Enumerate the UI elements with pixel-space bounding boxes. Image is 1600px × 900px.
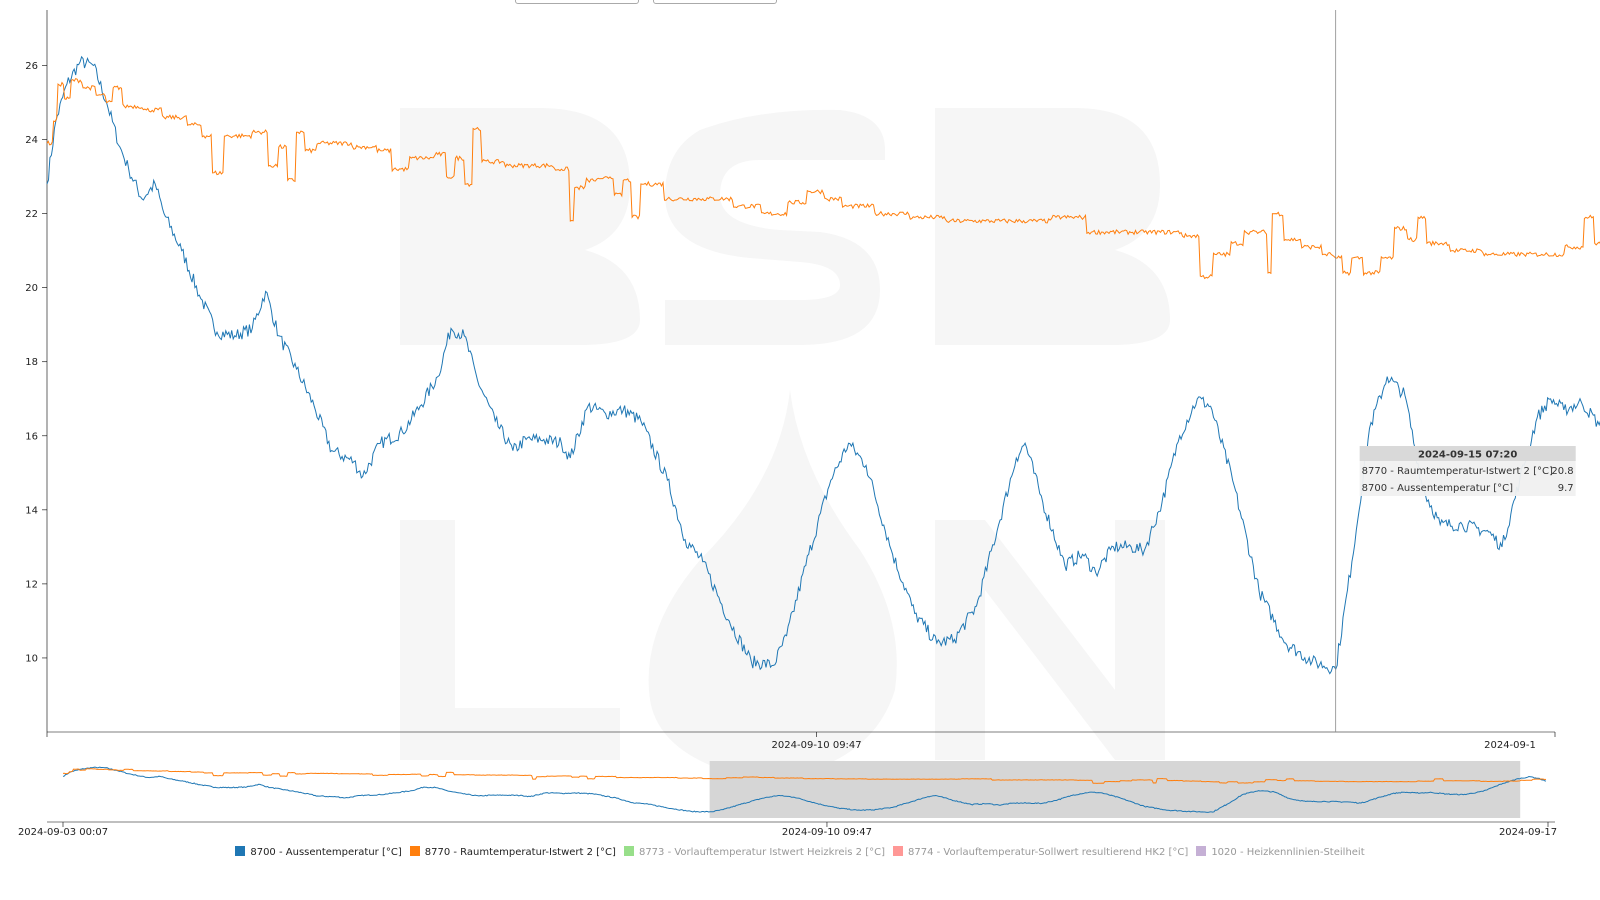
context-x-tick-label: 2024-09-03 00:07 [18,827,108,838]
toolbar-button-2[interactable] [653,0,777,4]
x-tick-label: 2024-09-10 09:47 [772,740,862,751]
legend-swatch [235,846,246,856]
y-tick-label: 14 [25,505,38,516]
tooltip: 2024-09-15 07:20 8770 - Raumtemperatur-Is… [1359,446,1576,496]
toolbar-button-1[interactable] [515,0,639,4]
brush-selection[interactable] [709,761,1521,818]
context-navigator[interactable]: 2024-09-03 00:07 2024-09-10 09:47 2024-09-… [18,761,1557,838]
legend-label: 8774 - Vorlauftemperatur-Sollwert result… [908,847,1189,858]
context-x-tick-label: 2024-09-10 09:47 [782,827,872,838]
context-series-line-1 [62,766,1547,813]
legend-item-5[interactable]: 1020 - Heizkennlinien-Steilheit [1196,846,1365,858]
tooltip-header [1359,446,1576,461]
legend-swatch [893,846,904,856]
legend-item-4[interactable]: 8774 - Vorlauftemperatur-Sollwert result… [893,846,1188,858]
legend-swatch [409,846,420,856]
legend-swatch [623,846,634,856]
main-plot[interactable] [46,55,1600,675]
tooltip-row-value: 20.8 [1551,466,1573,477]
y-tick-label: 16 [25,431,38,442]
y-tick-label: 22 [25,209,38,220]
y-tick-label: 10 [25,653,38,664]
y-tick-label: 26 [25,61,38,72]
x-tick-label: 2024-09-1 [1484,740,1536,751]
bsb-lan-watermark [400,108,1170,780]
legend-item-1[interactable]: 8700 - Aussentemperatur [°C] [235,846,402,858]
tooltip-row-label: 8770 - Raumtemperatur-Istwert 2 [°C] [1362,466,1553,477]
legend-swatch [1196,846,1207,856]
legend-label: 1020 - Heizkennlinien-Steilheit [1211,847,1365,858]
legend-item-2[interactable]: 8770 - Raumtemperatur-Istwert 2 [°C] [409,846,616,858]
tooltip-row-label: 8700 - Aussentemperatur [°C] [1362,483,1513,494]
tooltip-title: 2024-09-15 07:20 [1418,450,1517,461]
axes: 10 12 14 16 18 20 22 24 26 2024-09-10 09:47 2024-0… [25,10,1556,751]
y-tick-label: 18 [25,357,38,368]
y-tick-label: 12 [25,579,38,590]
legend-label: 8700 - Aussentemperatur [°C] [250,847,402,858]
series-line-1[interactable] [46,55,1600,675]
tooltip-row-value: 9.7 [1558,483,1574,494]
legend-item-3[interactable]: 8773 - Vorlauftemperatur Istwert Heizkre… [623,846,886,858]
y-tick-label: 24 [25,135,38,146]
y-tick-label: 20 [25,283,38,294]
series-line-2[interactable] [46,77,1600,280]
context-series-line-2 [62,768,1547,784]
legend: 8700 - Aussentemperatur [°C] 8770 - Raumt… [0,846,1600,858]
legend-label: 8770 - Raumtemperatur-Istwert 2 [°C] [424,847,616,858]
legend-label: 8773 - Vorlauftemperatur Istwert Heizkre… [638,847,886,858]
context-x-tick-label: 2024-09-17 [1499,827,1557,838]
